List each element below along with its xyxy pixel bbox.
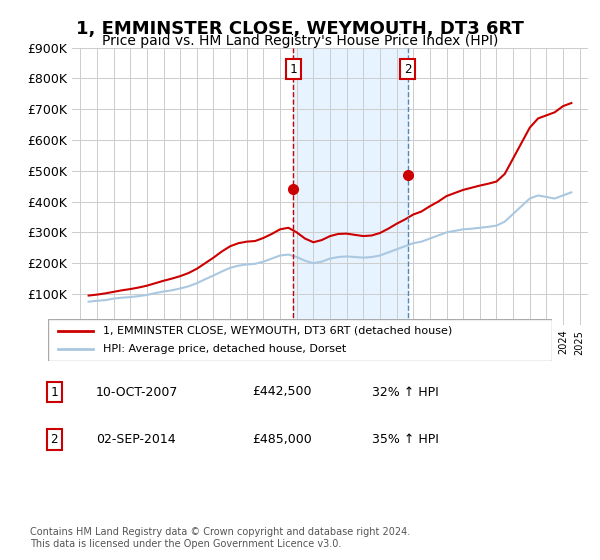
Text: 02-SEP-2014: 02-SEP-2014 xyxy=(96,433,176,446)
Text: £485,000: £485,000 xyxy=(252,433,312,446)
Text: 10-OCT-2007: 10-OCT-2007 xyxy=(96,385,178,399)
Text: Contains HM Land Registry data © Crown copyright and database right 2024.
This d: Contains HM Land Registry data © Crown c… xyxy=(30,527,410,549)
Text: 32% ↑ HPI: 32% ↑ HPI xyxy=(372,385,439,399)
Text: 35% ↑ HPI: 35% ↑ HPI xyxy=(372,433,439,446)
Text: 1, EMMINSTER CLOSE, WEYMOUTH, DT3 6RT: 1, EMMINSTER CLOSE, WEYMOUTH, DT3 6RT xyxy=(76,20,524,38)
FancyBboxPatch shape xyxy=(48,319,552,361)
Text: 2: 2 xyxy=(50,433,58,446)
Bar xyxy=(293,48,408,325)
Text: 1, EMMINSTER CLOSE, WEYMOUTH, DT3 6RT (detached house): 1, EMMINSTER CLOSE, WEYMOUTH, DT3 6RT (d… xyxy=(103,326,452,336)
Text: £442,500: £442,500 xyxy=(252,385,311,399)
Text: 1: 1 xyxy=(50,385,58,399)
Text: Price paid vs. HM Land Registry's House Price Index (HPI): Price paid vs. HM Land Registry's House … xyxy=(102,34,498,48)
Text: 1: 1 xyxy=(289,63,297,76)
Text: 2: 2 xyxy=(404,63,412,76)
Text: HPI: Average price, detached house, Dorset: HPI: Average price, detached house, Dors… xyxy=(103,344,347,354)
